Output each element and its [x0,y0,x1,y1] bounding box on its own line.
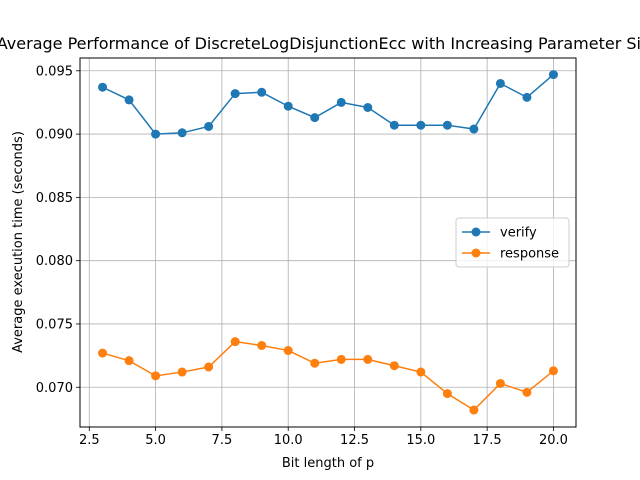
data-point-verify [257,87,267,97]
data-point-response [363,354,373,364]
series-lines [98,70,558,415]
x-tick-label: 7.5 [212,433,233,448]
data-point-verify [416,120,426,130]
data-point-verify [336,97,346,107]
legend-label-response: response [500,247,559,262]
data-point-verify [522,92,532,102]
data-point-verify [495,78,505,88]
axis-ticks: 2.5 5.0 7.5 10.0 12.5 15.0 17.5 20.0 0.070 0.075 0… [36,64,568,448]
data-point-response [416,367,426,377]
data-point-response [257,340,267,350]
data-point-verify [283,101,293,111]
plot-frame [79,57,577,428]
x-tick-label: 2.5 [79,433,100,448]
data-point-response [310,358,320,368]
data-point-verify [310,113,320,123]
data-point-verify [548,70,558,80]
data-point-response [495,378,505,388]
x-axis-label: Bit length of p [282,456,374,471]
data-point-response [548,366,558,376]
y-tick-label: 0.075 [36,317,73,332]
data-point-response [98,348,108,358]
legend-box [455,217,570,268]
data-point-response [442,389,452,399]
data-point-verify [442,120,452,130]
y-tick-label: 0.085 [36,191,73,206]
data-point-response [336,354,346,364]
data-point-verify [230,89,240,99]
y-tick-label: 0.070 [36,381,73,396]
x-tick-label: 12.5 [340,433,369,448]
data-point-response [177,367,187,377]
y-tick-label: 0.080 [36,254,73,269]
data-point-response [469,405,479,415]
data-point-response [230,337,240,347]
y-tick-label: 0.095 [36,64,73,79]
data-point-verify [177,128,187,138]
legend-marker-response [471,248,481,258]
chart-title: Average Performance of DiscreteLogDisjun… [0,34,640,53]
x-tick-label: 20.0 [539,433,568,448]
data-point-response [283,346,293,356]
y-tick-label: 0.090 [36,128,73,143]
x-tick-label: 15.0 [406,433,435,448]
x-tick-label: 10.0 [274,433,303,448]
y-axis-label: Average execution time (seconds) [11,131,26,353]
data-point-verify [98,82,108,92]
data-point-verify [363,103,373,112]
data-point-verify [204,121,214,131]
data-point-verify [124,95,134,105]
x-tick-label: 17.5 [473,433,502,448]
data-point-response [124,356,134,366]
x-tick-label: 5.0 [145,433,166,448]
data-point-verify [151,129,161,139]
legend-marker-verify [471,227,481,237]
data-point-verify [389,120,399,130]
data-point-response [522,387,532,397]
data-point-response [204,362,214,372]
legend: verify response [455,217,570,268]
data-point-verify [469,124,479,134]
data-point-response [389,361,399,371]
data-point-response [151,371,161,381]
legend-label-verify: verify [500,226,537,241]
